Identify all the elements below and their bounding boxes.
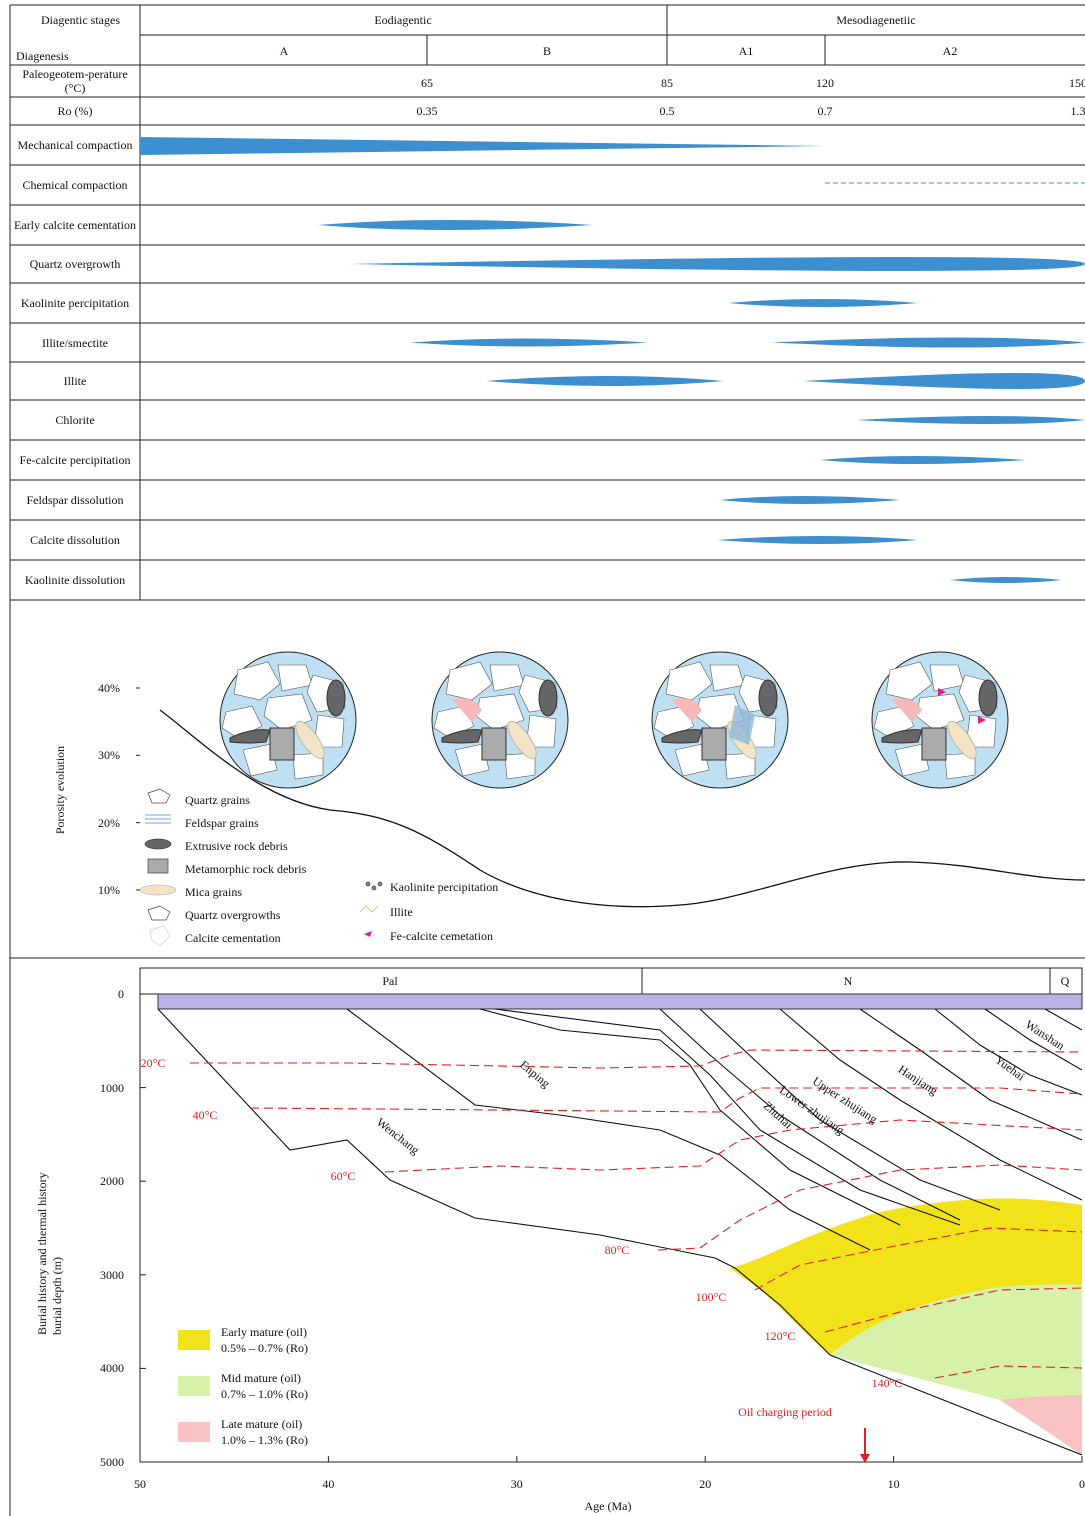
stage: Eodiagentic [303,13,503,27]
isotherm-label: 60°C [318,1169,368,1183]
lens [820,456,1026,464]
x-tick-label: 0 [1062,1477,1085,1491]
isotherm-label: 40°C [180,1108,230,1122]
process-label: Illite/smectite [11,336,139,350]
stage: Mesodiagenetiic [776,13,976,27]
row-label: Paleogeotem-perature (°C) [13,67,138,95]
process-label: Feldspar dissolution [11,493,139,507]
lenses [140,137,1085,583]
legend-item: Feldspar grains [185,816,385,830]
mechanical-compaction [140,137,825,155]
legend-item: Early mature (oil) [221,1325,421,1339]
legend-swatch [178,1330,210,1350]
row-label: Ro (%) [13,104,138,118]
substage: B [487,44,607,58]
legend-item: Illite [390,905,590,919]
temperature-value: 65 [407,76,447,90]
process-label: Chemical compaction [11,178,139,192]
legend-item: 0.7% – 1.0% (Ro) [221,1387,421,1401]
x-tick-label: 10 [874,1477,914,1491]
legend-item: Fe-calcite cemetation [390,929,590,943]
legend-item: Quartz overgrowths [185,908,385,922]
axis-label: Porosity evolution [53,690,67,890]
period: Pal [360,974,420,988]
legend-item: Late mature (oil) [221,1417,421,1431]
process-label: Mechanical compaction [11,138,139,152]
y-tick-label: 20% [80,816,120,830]
lens [318,220,592,230]
axis-label: Age (Ma) [558,1499,658,1513]
diagenesis-label: Diagenesis [16,49,126,63]
process-label: Early calcite cementation [11,218,139,232]
y-tick-label: 30% [80,748,120,762]
figure: Diagentic stages Diagenesis Eodiagentic Mes… [0,0,1085,1516]
y-tick-label: 3000 [64,1268,124,1282]
ro-value: 0.35 [407,104,447,118]
process-label: Kaolinite dissolution [11,573,139,587]
y-tick-label: 5000 [64,1455,124,1469]
axis-label: burial depth (m) [50,1085,64,1335]
process-label: Kaolinite percipitation [11,296,139,310]
y-tick-label: 40% [80,681,120,695]
lens [856,416,1085,424]
x-tick-label: 50 [120,1477,160,1491]
lens [486,376,724,386]
ro-value: 0.7 [805,104,845,118]
stages-label: Diagentic stages [20,13,120,27]
legend-swatch [178,1376,210,1396]
x-tick-label: 30 [497,1477,537,1491]
thin-sections [220,652,1008,788]
process-label: Chlorite [11,413,139,427]
isotherm-label: 20°C [128,1056,178,1070]
period: N [818,974,878,988]
legend-swatch [178,1422,210,1442]
substage: A [224,44,344,58]
legend-item: Mid mature (oil) [221,1371,421,1385]
x-tick-label: 20 [685,1477,725,1491]
legend-item: Calcite cementation [185,931,385,945]
annotation: Oil charging period [715,1405,855,1419]
legend-item: Kaolinite percipitation [390,880,590,894]
process-label: Calcite dissolution [11,533,139,547]
ro-value: 1.3 [1058,104,1085,118]
isotherm-label: 140°C [862,1376,912,1390]
legend-item: Mica grains [185,885,385,899]
period: Q [1035,974,1085,988]
legend-item: 1.0% – 1.3% (Ro) [221,1433,421,1447]
y-tick-label: 1000 [64,1081,124,1095]
process-label: Illite [11,374,139,388]
isotherm-label: 100°C [686,1290,736,1304]
graphics [0,0,1085,1516]
substage: A2 [890,44,1010,58]
x-tick-label: 40 [308,1477,348,1491]
isotherm-label: 120°C [755,1329,805,1343]
axis-label: Burial history and thermal history [35,1085,49,1335]
process-label: Quartz overgrowth [11,257,139,271]
lens [728,299,918,307]
lens [350,257,1085,271]
legend-item: Metamorphic rock debris [185,862,385,876]
legend-item: Extrusive rock debris [185,839,385,853]
temperature-value: 85 [647,76,687,90]
lens [720,496,900,504]
legend-item: 0.5% – 0.7% (Ro) [221,1341,421,1355]
ro-value: 0.5 [647,104,687,118]
lens [772,338,1085,348]
substage: A1 [686,44,806,58]
lens [717,536,918,544]
y-tick-label: 10% [80,883,120,897]
legend-item: Quartz grains [185,793,385,807]
lens [803,373,1085,389]
temperature-value: 150 [1058,76,1085,90]
process-label: Fe-calcite percipitation [11,453,139,467]
temperature-value: 120 [805,76,845,90]
lens [950,577,1062,583]
y-tick-label: 2000 [64,1174,124,1188]
isotherm-label: 80°C [592,1243,642,1257]
y-tick-label: 0 [64,987,124,1001]
lens [410,339,648,347]
y-tick-label: 4000 [64,1361,124,1375]
